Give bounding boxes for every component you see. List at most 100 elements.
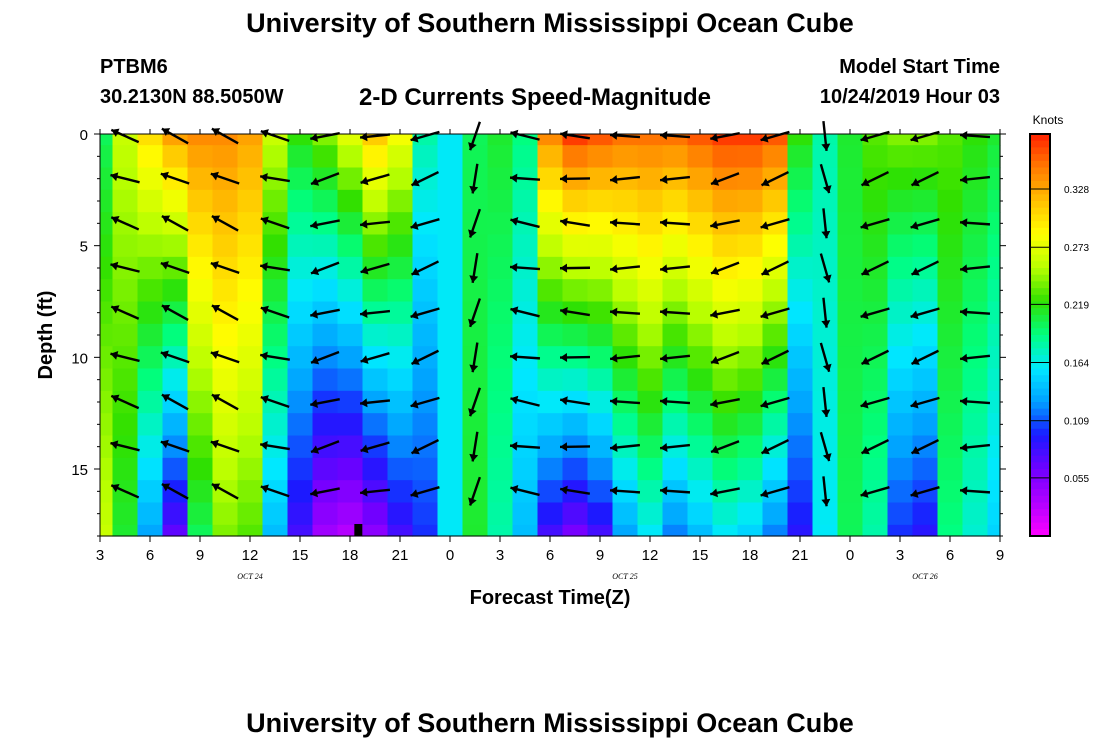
heatmap-cell xyxy=(162,524,189,537)
heatmap-cell xyxy=(237,346,264,370)
current-vector-arrow xyxy=(959,264,991,274)
heatmap-cell xyxy=(837,256,864,280)
station-coordinates: 30.2130N 88.5050W xyxy=(100,86,284,108)
heatmap-cell xyxy=(637,524,664,537)
heatmap-cell xyxy=(687,212,714,236)
heatmap-cell xyxy=(537,368,564,392)
heatmap-cell xyxy=(100,167,114,191)
heatmap-cell xyxy=(387,212,414,236)
current-vector-arrow xyxy=(260,305,290,319)
heatmap-cell xyxy=(162,279,189,303)
current-vector-arrow xyxy=(110,128,140,144)
heatmap-cell xyxy=(537,435,564,459)
heatmap-cell xyxy=(287,323,314,347)
heatmap-cell xyxy=(487,368,514,392)
heatmap-cell xyxy=(787,368,814,392)
heatmap-cell xyxy=(837,368,864,392)
current-vector-arrow xyxy=(260,484,290,498)
heatmap-cell xyxy=(762,189,789,213)
heatmap-cell xyxy=(812,145,839,169)
heatmap-cell xyxy=(737,279,764,303)
current-vector-arrow xyxy=(659,130,691,140)
heatmap-cell xyxy=(337,279,364,303)
current-vector-arrow xyxy=(210,439,240,453)
heatmap-cell xyxy=(837,189,864,213)
current-vector-arrow xyxy=(910,396,940,409)
heatmap-cell xyxy=(862,234,889,258)
current-vector-arrow xyxy=(821,208,831,239)
current-vector-arrow xyxy=(260,395,290,409)
heatmap-cell xyxy=(212,323,239,347)
colorbar-segment xyxy=(1030,321,1050,329)
heatmap-cell xyxy=(512,189,539,213)
colorbar-segment xyxy=(1030,214,1050,222)
heatmap-cell xyxy=(287,435,314,459)
current-vector-arrow xyxy=(468,298,482,328)
heatmap-cell xyxy=(237,390,264,414)
heatmap-cell xyxy=(512,524,539,537)
heatmap-cell xyxy=(537,145,564,169)
heatmap-cell xyxy=(187,502,214,526)
heatmap-cell xyxy=(837,134,864,146)
heatmap-cell xyxy=(637,390,664,414)
x-tick-label: 9 xyxy=(196,547,204,564)
heatmap-cell xyxy=(787,390,814,414)
current-vector-arrow xyxy=(110,172,140,184)
heatmap-cell xyxy=(687,435,714,459)
current-vector-arrow xyxy=(559,217,591,227)
current-vector-arrow xyxy=(410,260,440,276)
heatmap-cell xyxy=(437,524,464,537)
heatmap-cell xyxy=(512,368,539,392)
heatmap-cell xyxy=(437,390,464,414)
colorbar-segment xyxy=(1030,207,1050,215)
heatmap-cell xyxy=(187,167,214,191)
heatmap-cell xyxy=(187,457,214,481)
heatmap-cell xyxy=(187,480,214,504)
heatmap-cell xyxy=(412,368,439,392)
heatmap-cell xyxy=(537,413,564,437)
heatmap-cell xyxy=(537,323,564,347)
heatmap-cell xyxy=(887,413,914,437)
heatmap-cell xyxy=(587,480,614,504)
heatmap-cell xyxy=(887,346,914,370)
colorbar-segment xyxy=(1030,328,1050,336)
heatmap-cell xyxy=(487,480,514,504)
current-vector-arrow xyxy=(860,218,890,230)
current-vector-arrow xyxy=(910,171,940,187)
heatmap-cell xyxy=(787,480,814,504)
heatmap-cell xyxy=(537,301,564,325)
current-vector-arrow xyxy=(310,350,340,365)
heatmap-cell xyxy=(887,234,914,258)
heatmap-cell xyxy=(100,480,114,504)
heatmap-cell xyxy=(212,413,239,437)
heatmap-cell xyxy=(137,256,164,280)
heatmap-cell xyxy=(587,323,614,347)
heatmap-cell xyxy=(937,457,964,481)
heatmap-cell xyxy=(962,368,989,392)
current-vector-arrow xyxy=(710,487,740,498)
heatmap-cell xyxy=(737,346,764,370)
heatmap-cell xyxy=(137,457,164,481)
current-vector-arrow xyxy=(910,218,940,230)
heatmap-cell xyxy=(137,323,164,347)
heatmap-cell xyxy=(787,279,814,303)
colorbar-segment xyxy=(1030,180,1050,189)
heatmap-cell xyxy=(662,189,689,213)
heatmap-cell xyxy=(787,524,814,537)
colorbar-segment xyxy=(1030,294,1050,303)
current-vector-arrow xyxy=(360,173,390,186)
heatmap-cell xyxy=(362,524,389,537)
heatmap-cell xyxy=(687,279,714,303)
heatmap-cell xyxy=(937,502,964,526)
current-vector-arrow xyxy=(211,127,239,145)
heatmap-cell xyxy=(787,189,814,213)
current-vector-arrow xyxy=(821,476,831,507)
current-vector-arrow xyxy=(110,351,140,363)
current-vector-arrow xyxy=(559,263,591,273)
heatmap-cell xyxy=(762,524,789,537)
heatmap-cell xyxy=(562,524,589,537)
heatmap-cell xyxy=(837,234,864,258)
heatmap-cell xyxy=(587,134,614,146)
heatmap-cell xyxy=(237,134,264,146)
heatmap-cell xyxy=(437,480,464,504)
